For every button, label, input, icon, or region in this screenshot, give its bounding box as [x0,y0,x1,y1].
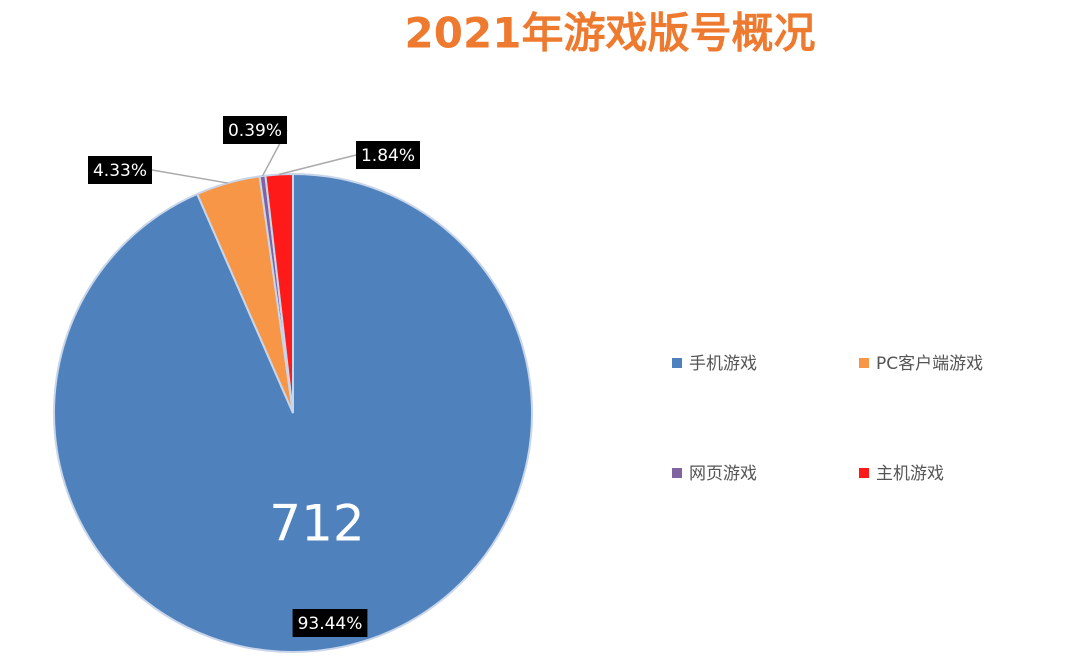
leader-line [151,169,228,184]
legend-swatch [859,358,869,368]
leader-line [279,154,357,176]
data-label-text: 0.39% [228,121,282,141]
slice-annotation: 712 [269,495,364,553]
data-label: 0.39% [222,116,288,144]
data-label: 1.84% [355,141,421,169]
legend-swatch [859,468,869,478]
data-label-text: 1.84% [361,146,415,166]
legend-label: PC客户端游戏 [876,354,983,374]
data-label-bg [222,116,288,144]
data-label: 93.44% [292,609,368,637]
legend-label: 主机游戏 [876,464,944,484]
chart-title: 2021年游戏版号概况 [405,9,816,58]
data-label-bg [292,609,368,637]
data-label-bg [355,141,421,169]
legend-swatch [672,358,682,368]
data-label: 4.33% [87,156,153,184]
legend-label: 网页游戏 [689,464,757,484]
data-label-text: 93.44% [298,614,363,634]
legend-swatch [672,468,682,478]
data-label-bg [87,156,153,184]
legend-label: 手机游戏 [689,354,757,374]
data-label-text: 4.33% [93,161,147,181]
